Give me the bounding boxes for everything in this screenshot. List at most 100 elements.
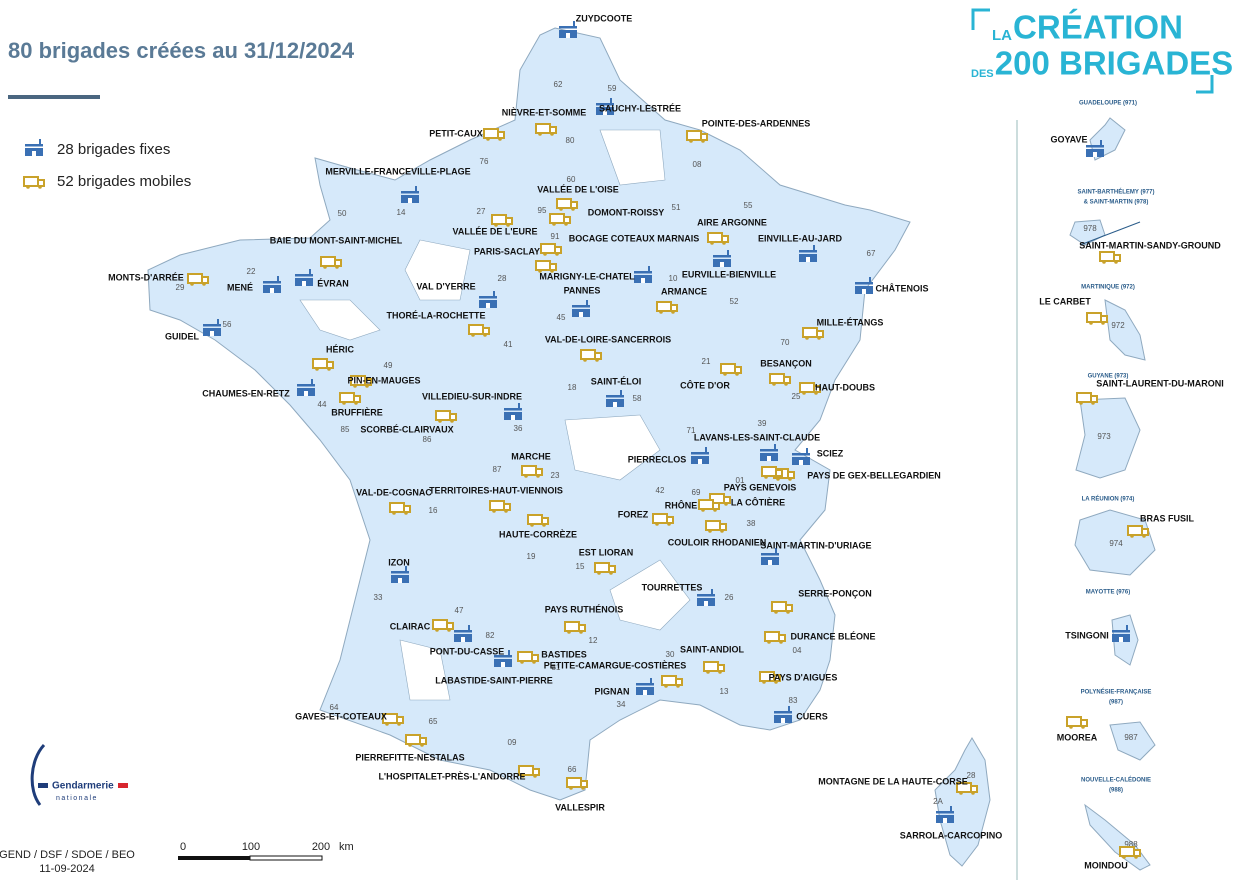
mobile-brigade-icon (1086, 312, 1108, 325)
department-number: 87 (493, 465, 502, 474)
mobile-brigade-icon (527, 514, 549, 527)
fixed-brigade-icon (454, 625, 472, 642)
white-area (599, 129, 666, 186)
icon-cab (403, 505, 411, 513)
mobile-brigade-icon (1066, 716, 1088, 729)
icon-flag (950, 806, 952, 811)
brigade-label: HAUTE-CORRÈZE (499, 529, 577, 539)
icon-roof (479, 296, 497, 299)
icon-wheel (581, 786, 585, 790)
icon-cab (570, 201, 578, 209)
icon-wheel (342, 401, 346, 405)
department-number: 28 (967, 771, 976, 780)
brigade-label: L'HOSPITALET-PRÈS-L'ANDORRE (378, 771, 525, 781)
brigade-label: SCORBÉ-CLAIRVAUX (360, 424, 453, 434)
logo-text: 200 BRIGADES (995, 45, 1233, 82)
icon-wheel (659, 310, 663, 314)
icon-cab (531, 654, 539, 662)
icon-wheel (701, 139, 705, 143)
icon-flag (650, 678, 652, 683)
icon-cab (580, 780, 588, 788)
icon-roof (454, 630, 472, 633)
icon-wheel (655, 522, 659, 526)
icon-wheel (817, 336, 821, 340)
department-number: 15 (576, 562, 585, 571)
icon-cab (1141, 528, 1149, 536)
brigade-label: MENÉ (227, 282, 253, 292)
icon-wheel (708, 529, 712, 533)
icon-wheel (327, 367, 331, 371)
icon-wheel (1101, 321, 1105, 325)
icon-body (521, 465, 537, 476)
icon-wheel (762, 680, 766, 684)
icon-door (32, 151, 36, 156)
icon-cab (549, 263, 557, 271)
icon-roof (401, 191, 419, 194)
icon-cab (482, 327, 490, 335)
icon-wheel (784, 382, 788, 386)
icon-wheel (404, 511, 408, 515)
icon-body (769, 373, 785, 384)
brigade-label: VAL D'YERRE (416, 281, 475, 291)
mobile-brigade-icon (652, 513, 674, 526)
icon-body (339, 392, 355, 403)
icon-door (641, 278, 645, 283)
icon-body (435, 410, 451, 421)
icon-door (1093, 152, 1097, 157)
fixed-brigade-icon (774, 706, 792, 723)
icon-body (1066, 716, 1082, 727)
icon-wheel (315, 367, 319, 371)
icon-roof (792, 453, 810, 456)
icon-cab (554, 246, 562, 254)
department-number: 86 (423, 435, 432, 444)
icon-roof (295, 274, 313, 277)
icon-body (23, 176, 39, 187)
emblem (30, 743, 46, 806)
icon-body (1127, 525, 1143, 536)
fixed-brigade-icon (25, 139, 43, 156)
department-number: 44 (318, 400, 327, 409)
icon-door (408, 198, 412, 203)
icon-wheel (595, 358, 599, 362)
icon-wheel (1114, 260, 1118, 264)
icon-wheel (1134, 855, 1138, 859)
icon-door (486, 303, 490, 308)
brigade-label: COULOIR RHODANIEN (668, 537, 767, 547)
icon-body (698, 499, 714, 510)
mobile-brigade-icon (549, 213, 571, 226)
mobile-brigade-icon (320, 256, 342, 269)
department-number: 04 (793, 646, 802, 655)
icon-wheel (555, 252, 559, 256)
icon-roof (1112, 630, 1130, 633)
department-number: 81 (552, 663, 561, 672)
icon-wheel (802, 391, 806, 395)
icon-flag (727, 250, 729, 255)
icon-cab (608, 565, 616, 573)
icon-wheel (542, 523, 546, 527)
department-number: 85 (341, 425, 350, 434)
mobile-brigade-icon (707, 232, 729, 245)
brigade-label: POINTE-DES-ARDENNES (702, 118, 811, 128)
icon-wheel (664, 684, 668, 688)
mobile-brigade-icon (521, 465, 543, 478)
icon-wheel (202, 282, 206, 286)
fixed-brigade-icon (263, 276, 281, 293)
icon-body (312, 358, 328, 369)
icon-flag (648, 266, 650, 271)
mobile-brigade-icon (764, 631, 786, 644)
icon-cab (721, 235, 729, 243)
icon-cab (563, 216, 571, 224)
icon-door (799, 460, 803, 465)
fixed-brigade-icon (494, 650, 512, 667)
legend-label: 28 brigades fixes (57, 141, 170, 158)
icon-wheel (559, 207, 563, 211)
fixed-brigade-icon (691, 447, 709, 464)
icon-cab (334, 259, 342, 267)
brigade-label: LAVANS-LES-SAINT-CLAUDE (694, 432, 820, 442)
icon-flag (705, 447, 707, 452)
brigade-label: FOREZ (618, 509, 649, 519)
mobile-brigade-icon (594, 562, 616, 575)
department-number: 80 (566, 136, 575, 145)
icon-wheel (385, 722, 389, 726)
icon-roof (936, 811, 954, 814)
